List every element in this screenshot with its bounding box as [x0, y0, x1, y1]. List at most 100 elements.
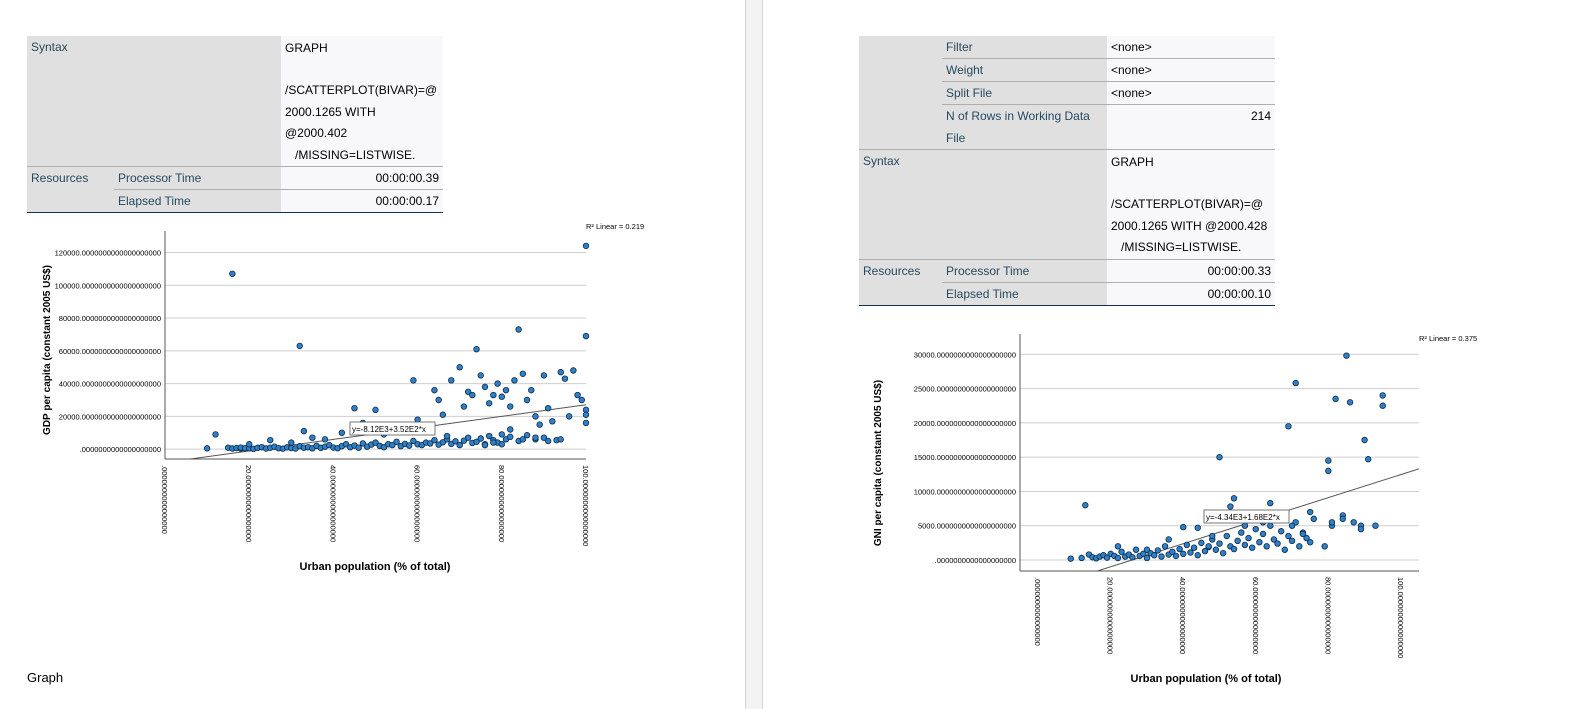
data-point [1288, 537, 1296, 545]
data-point [561, 375, 569, 382]
elapsed-time-value: 00:00:00.17 [281, 189, 443, 214]
data-point [1365, 456, 1372, 463]
data-point [1082, 501, 1089, 509]
output-pane-left: Syntax GRAPH /SCATTERPLOT(BIVAR)=@ 2000.… [0, 0, 745, 709]
data-point [519, 370, 527, 377]
data-point [485, 432, 493, 440]
r2-label: R² Linear = 0.375 [1419, 334, 1477, 343]
data-point [372, 439, 379, 446]
data-point [1194, 552, 1201, 559]
syntax-label-right: Syntax [859, 149, 942, 260]
output-pane-right: Filter <none> Weight <none> Split File <… [763, 0, 1569, 709]
x-tick-label: 100.0000000000000000 [1396, 577, 1405, 658]
data-point [300, 427, 308, 435]
data-point [1219, 549, 1227, 557]
data-point [1180, 550, 1187, 558]
scatter-chart-gni: .0000000000000000000 5000.000000000000000… [873, 334, 1477, 685]
data-point [1129, 554, 1136, 561]
data-point [1103, 554, 1111, 561]
data-point [1180, 523, 1187, 531]
x-tick-label: .0000000000000000 [160, 465, 169, 534]
data-point [1281, 546, 1288, 553]
y-tick-label: .0000000000000000000 [80, 445, 161, 454]
data-point [1343, 352, 1350, 359]
x-tick-label: 80.0000000000000000 [497, 465, 506, 542]
data-point [490, 439, 497, 446]
data-point [485, 400, 493, 407]
data-point [464, 388, 472, 395]
elapsed-time-label: Elapsed Time [114, 189, 281, 214]
data-point [1245, 534, 1252, 542]
data-point [1132, 546, 1140, 553]
data-point [1190, 544, 1198, 551]
data-point [1241, 541, 1249, 549]
x-tick-label: 60.0000000000000000 [1251, 577, 1260, 654]
n-rows-value: 214 [1107, 104, 1275, 150]
data-point [435, 396, 442, 404]
data-point [1248, 544, 1256, 551]
pane-splitter[interactable] [745, 0, 763, 709]
data-point [1259, 530, 1267, 538]
y-tick-label: 5000.0000000000000000000 [918, 522, 1016, 531]
split-file-value: <none> [1107, 81, 1275, 105]
data-point [582, 332, 590, 340]
data-point [1230, 545, 1238, 553]
data-point [1267, 499, 1274, 507]
data-point [1325, 467, 1332, 475]
data-point [1165, 536, 1172, 543]
data-point [431, 436, 438, 444]
data-point [351, 404, 358, 412]
fit-equation-label: y=-8.12E3+3.52E2*x [352, 425, 426, 434]
data-point [544, 404, 552, 412]
y-tick-label: 20000.0000000000000000000 [914, 419, 1016, 428]
data-point [528, 386, 535, 394]
data-point [1194, 524, 1201, 531]
data-point [565, 413, 573, 420]
data-point [1306, 508, 1314, 516]
data-point [540, 372, 548, 379]
data-point [1321, 543, 1328, 550]
data-point [1346, 399, 1354, 406]
resources-label-right: Resources [859, 258, 942, 283]
n-rows-label: N of Rows in Working Data File [942, 104, 1107, 150]
data-point [1227, 503, 1234, 510]
notes-table-right: Filter <none> Weight <none> Split File <… [859, 36, 1275, 306]
data-point [507, 426, 514, 433]
data-point [296, 342, 303, 350]
data-point [498, 431, 505, 438]
notes-table-left: Syntax GRAPH /SCATTERPLOT(BIVAR)=@ 2000.… [27, 36, 443, 214]
y-tick-label: 60000.0000000000000000000 [59, 347, 161, 356]
data-point [1252, 525, 1259, 533]
fit-equation-label: y=-4.34E3+1.68E2*x [1206, 513, 1280, 522]
x-tick-label: 20.0000000000000000 [244, 465, 253, 542]
data-point [574, 391, 581, 399]
x-axis-title: Urban population (% of total) [1131, 673, 1282, 685]
data-point [582, 411, 590, 418]
r2-label: R² Linear = 0.219 [586, 222, 644, 231]
data-point [1303, 534, 1310, 542]
data-point [1299, 530, 1307, 538]
data-point [203, 445, 211, 452]
data-point [1078, 554, 1085, 562]
data-point [1306, 538, 1314, 546]
data-point [1216, 540, 1223, 547]
y-tick-label: 25000.0000000000000000000 [914, 385, 1016, 394]
data-point [342, 441, 350, 448]
data-point [1205, 543, 1212, 550]
x-axis-title: Urban population (% of total) [300, 561, 451, 573]
data-point [1151, 552, 1158, 559]
data-point [578, 396, 585, 404]
data-point [1114, 543, 1122, 550]
data-point [1212, 546, 1220, 553]
data-point [372, 406, 379, 414]
syntax-value: GRAPH /SCATTERPLOT(BIVAR)=@ 2000.1265 WI… [281, 36, 443, 167]
x-tick-label: 100.0000000000000000 [581, 465, 590, 546]
data-point [288, 439, 295, 446]
data-point [1270, 536, 1278, 543]
data-point [523, 396, 531, 404]
y-tick-label: 10000.0000000000000000000 [914, 487, 1016, 496]
y-tick-label: 40000.0000000000000000000 [59, 380, 161, 389]
data-point [1310, 515, 1318, 523]
data-point [1267, 522, 1274, 529]
data-point [1216, 453, 1223, 461]
